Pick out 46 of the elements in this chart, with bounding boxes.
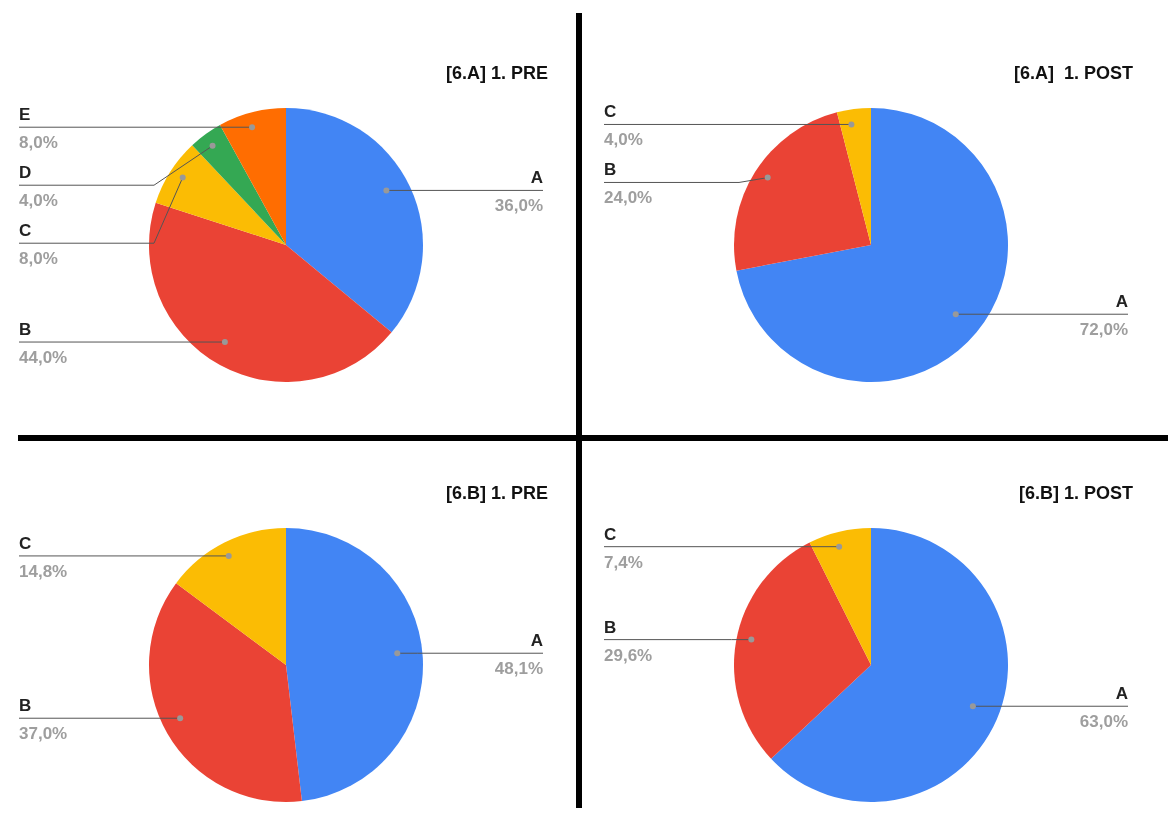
slice-label: C [604, 102, 617, 122]
data-label: 44,0% [19, 348, 68, 368]
chart-title: [6.A] 1. POST [1013, 63, 1133, 84]
slice-label: B [19, 696, 32, 716]
pie-slice [836, 108, 871, 245]
data-label: 37,0% [19, 724, 68, 744]
slice-label: C [604, 524, 617, 544]
pie-slice [771, 528, 1008, 802]
pie-slice [220, 108, 286, 245]
data-label: 36,0% [494, 196, 543, 216]
slice-label: B [604, 617, 617, 637]
data-label: 24,0% [604, 188, 653, 208]
slice-label: A [1115, 292, 1128, 312]
data-label: 72,0% [1079, 320, 1128, 340]
slice-label: B [604, 160, 617, 180]
pie-slice [734, 542, 871, 759]
slice-label: A [530, 168, 543, 188]
data-label: 8,0% [19, 249, 58, 269]
slice-label: A [1115, 684, 1128, 704]
slice-label: E [19, 105, 31, 125]
data-label: 14,8% [19, 561, 68, 581]
pie-slice [734, 112, 871, 271]
data-label: 4,0% [19, 191, 58, 211]
data-label: 8,0% [19, 133, 58, 153]
chart-title: [6.A] 1. PRE [445, 63, 548, 84]
data-label: 48,1% [494, 659, 543, 679]
data-label: 7,4% [604, 552, 643, 572]
data-label: 63,0% [1079, 712, 1128, 732]
pie-slice [192, 124, 286, 245]
slice-label: B [19, 320, 32, 340]
data-label: 29,6% [604, 645, 653, 665]
pie-slice [155, 145, 286, 245]
pie-slice [286, 528, 423, 802]
chart-title: [6.B] 1. POST [1018, 483, 1133, 504]
pie-slice [286, 108, 423, 333]
pie-slice [149, 583, 302, 802]
slice-label: D [19, 163, 32, 183]
slice-label: A [530, 631, 543, 651]
pie-slice [736, 108, 1008, 382]
pie-slice [149, 202, 392, 382]
pie-slice [176, 528, 286, 665]
chart-title: [6.B] 1. PRE [445, 483, 548, 504]
data-label: 4,0% [604, 130, 643, 150]
pie-slice [809, 528, 871, 665]
slice-label: C [19, 221, 32, 241]
slice-label: C [19, 533, 32, 553]
